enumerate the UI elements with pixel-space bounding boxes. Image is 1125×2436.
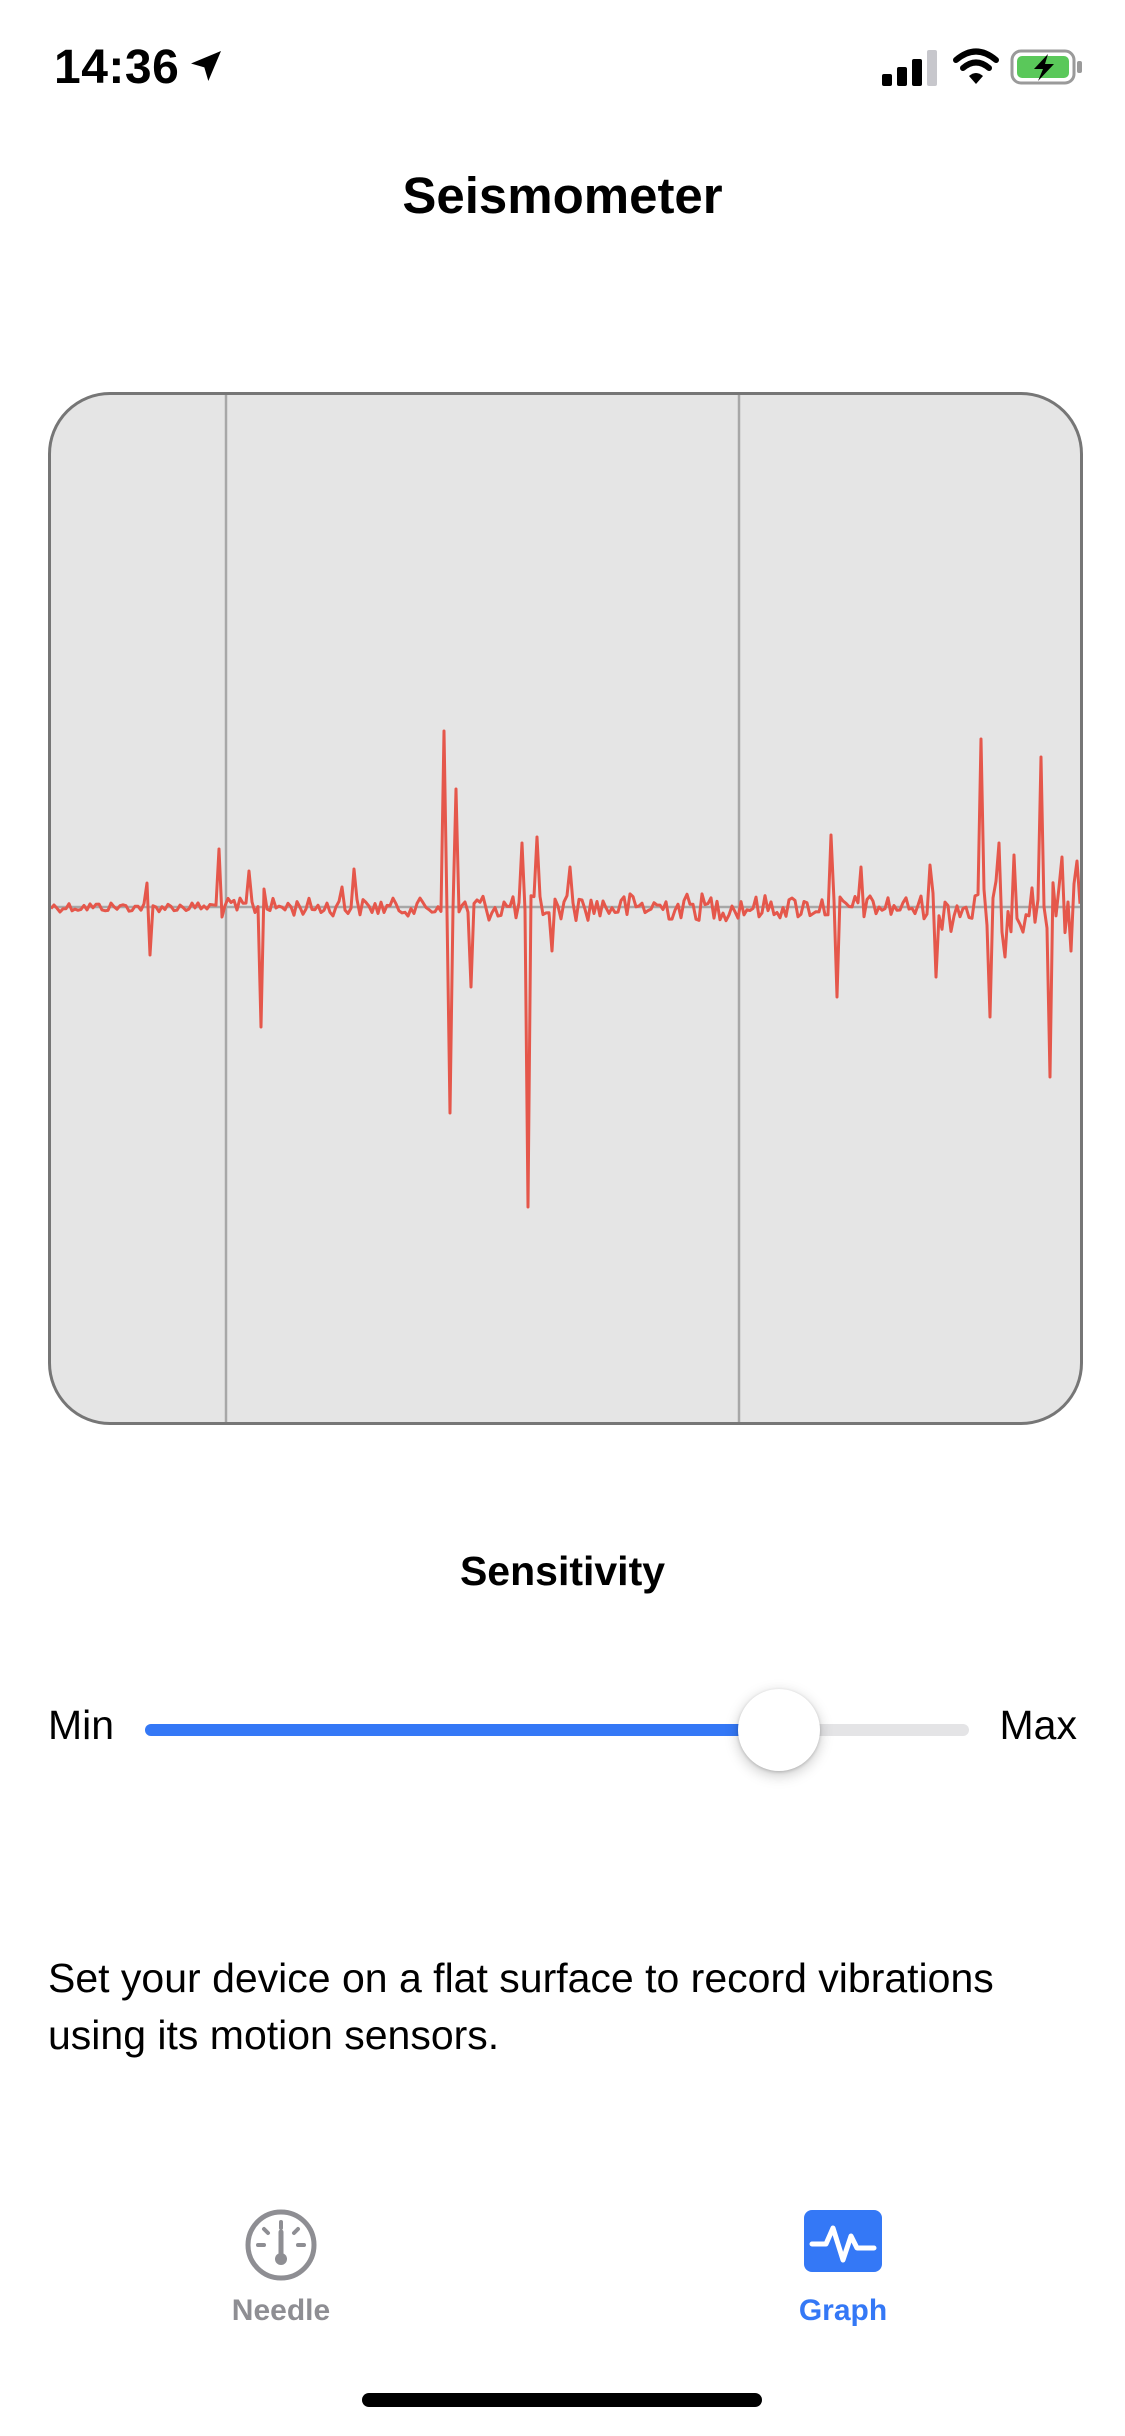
wifi-icon bbox=[953, 48, 999, 84]
status-time: 14:36 bbox=[54, 41, 180, 94]
slider-min-label: Min bbox=[48, 1702, 115, 1748]
status-bar: 14:36 bbox=[0, 0, 1125, 140]
seismograph-canvas bbox=[51, 395, 1080, 1422]
slider-fill bbox=[145, 1724, 780, 1736]
tab-label-needle: Needle bbox=[231, 2294, 331, 2327]
battery-charging-icon bbox=[1010, 49, 1082, 85]
location-arrow-icon bbox=[191, 51, 221, 81]
seismograph-trace bbox=[51, 729, 1080, 1209]
cellular-signal-icon bbox=[882, 50, 937, 86]
tab-needle[interactable]: Needle bbox=[131, 2180, 431, 2328]
tab-bar: Needle Graph bbox=[0, 2180, 1125, 2436]
slider-max-label: Max bbox=[999, 1702, 1077, 1748]
instructions-text: Set your device on a flat surface to rec… bbox=[48, 1955, 994, 2058]
seismograph-graph bbox=[48, 392, 1083, 1425]
page-title: Seismometer bbox=[402, 167, 723, 224]
sensitivity-slider[interactable] bbox=[145, 1724, 969, 1736]
tab-graph[interactable]: Graph bbox=[693, 2180, 993, 2328]
waveform-icon bbox=[804, 2210, 882, 2272]
gauge-icon bbox=[245, 2209, 317, 2281]
home-indicator bbox=[362, 2393, 762, 2407]
sensitivity-label: Sensitivity bbox=[459, 1548, 666, 1594]
tab-label-graph: Graph bbox=[798, 2294, 888, 2327]
slider-thumb[interactable] bbox=[738, 1689, 821, 1771]
